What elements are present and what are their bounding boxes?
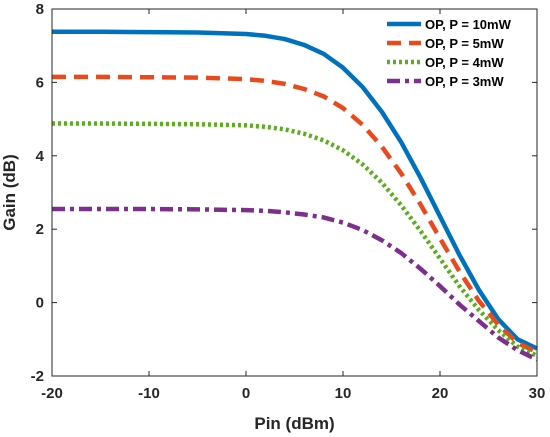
x-tick-label: -20 — [41, 385, 63, 402]
y-tick-label: 2 — [36, 221, 44, 238]
series-line-4 — [52, 206, 538, 362]
x-axis-label: Pin (dBm) — [254, 414, 334, 433]
y-tick-label: 6 — [36, 74, 44, 91]
series-line-2 — [52, 74, 538, 355]
series-layer — [52, 29, 538, 362]
x-tick-label: 30 — [529, 385, 546, 402]
series-line-1 — [52, 29, 538, 351]
x-tick-label: 0 — [242, 385, 250, 402]
series-line-3 — [52, 121, 538, 358]
legend-label-1: OP, P = 10mW — [425, 17, 512, 32]
legend-label-3: OP, P = 4mW — [425, 55, 504, 70]
legend-label-2: OP, P = 5mW — [425, 36, 504, 51]
y-tick-label: 0 — [36, 295, 44, 312]
y-axis-label: Gain (dB) — [0, 154, 19, 231]
x-tick-label: 10 — [335, 385, 352, 402]
legend-label-4: OP, P = 3mW — [425, 74, 504, 89]
y-tick-label: -2 — [31, 368, 44, 385]
y-tick-label: 4 — [36, 148, 45, 165]
x-tick-label: 20 — [432, 385, 449, 402]
x-tick-label: -10 — [138, 385, 160, 402]
plot-frame — [51, 8, 538, 377]
y-tick-label: 8 — [36, 1, 44, 18]
legend: OP, P = 10mW OP, P = 5mW OP, P = 4mW OP, P … — [387, 17, 512, 89]
